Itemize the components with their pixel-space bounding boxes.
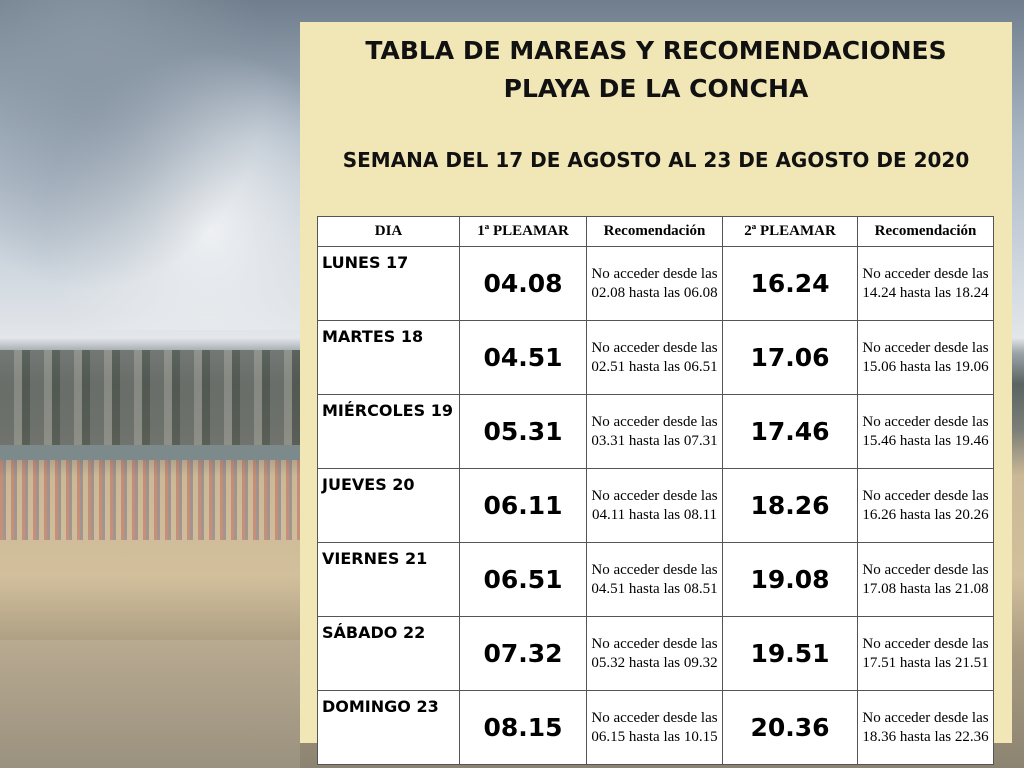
recommendation: No acceder desde las 06.15 hasta las 10.… [586,690,723,765]
column-header: 1ª PLEAMAR [459,216,587,247]
recommendation: No acceder desde las 16.26 hasta las 20.… [857,468,994,543]
recommendation: No acceder desde las 05.32 hasta las 09.… [586,616,723,691]
table-row: SÁBADO 22 07.32 No acceder desde las 05.32… [317,616,994,691]
column-header: DIA [317,216,460,247]
tide-table: DIA 1ª PLEAMAR Recomendación 2ª PLEAMAR Reco… [317,216,994,765]
tide-time: 20.36 [722,690,858,765]
column-header: Recomendación [857,216,994,247]
column-header: Recomendación [586,216,723,247]
recommendation: No acceder desde las 14.24 hasta las 18.… [857,246,994,321]
recommendation: No acceder desde las 04.51 hasta las 08.… [586,542,723,617]
promenade [0,445,300,460]
shore [0,640,300,768]
tide-time: 17.06 [722,320,858,395]
title: PLAYA DE LA CONCHA [503,74,809,103]
recommendation: No acceder desde las 02.08 hasta las 06.… [586,246,723,321]
tide-time: 19.08 [722,542,858,617]
table-row: MIÉRCOLES 19 05.31 No acceder desde las 03… [317,394,994,469]
table-row: JUEVES 20 06.11 No acceder desde las 04.11… [317,468,994,543]
subtitle: SEMANA DEL 17 DE AGOSTO AL 23 DE AGOSTO … [342,148,970,172]
day-cell: DOMINGO 23 [317,690,460,765]
table-row: DOMINGO 23 08.15 No acceder desde las 06.1… [317,690,994,765]
table-row: MARTES 18 04.51 No acceder desde las 02.51… [317,320,994,395]
tide-time: 04.08 [459,246,587,321]
tide-time: 06.11 [459,468,587,543]
recommendation: No acceder desde las 15.46 hasta las 19.… [857,394,994,469]
recommendation: No acceder desde las 03.31 hasta las 07.… [586,394,723,469]
tide-time: 04.51 [459,320,587,395]
tide-time: 07.32 [459,616,587,691]
recommendation: No acceder desde las 17.51 hasta las 21.… [857,616,994,691]
column-header: 2ª PLEAMAR [722,216,858,247]
clouds [0,0,300,330]
buildings [0,350,300,450]
day-cell: VIERNES 21 [317,542,460,617]
crowd [0,460,300,540]
recommendation: No acceder desde las 17.08 hasta las 21.… [857,542,994,617]
tide-time: 17.46 [722,394,858,469]
header-row: DIA 1ª PLEAMAR Recomendación 2ª PLEAMAR Reco… [317,216,994,247]
table-row: VIERNES 21 06.51 No acceder desde las 04.5… [317,542,994,617]
recommendation: No acceder desde las 04.11 hasta las 08.… [586,468,723,543]
tide-panel: TABLA DE MAREAS Y RECOMENDACIONES PLAYA … [300,22,1012,765]
tide-time: 08.15 [459,690,587,765]
table-row: LUNES 17 04.08 No acceder desde las 02.08 … [317,246,994,321]
recommendation: No acceder desde las 18.36 hasta las 22.… [857,690,994,765]
title: TABLA DE MAREAS Y RECOMENDACIONES [365,36,947,65]
day-cell: MARTES 18 [317,320,460,395]
day-cell: LUNES 17 [317,246,460,321]
tide-time: 19.51 [722,616,858,691]
recommendation: No acceder desde las 15.06 hasta las 19.… [857,320,994,395]
recommendation: No acceder desde las 02.51 hasta las 06.… [586,320,723,395]
tide-time: 06.51 [459,542,587,617]
day-cell: JUEVES 20 [317,468,460,543]
tide-time: 16.24 [722,246,858,321]
tide-time: 18.26 [722,468,858,543]
day-cell: SÁBADO 22 [317,616,460,691]
tide-time: 05.31 [459,394,587,469]
day-cell: MIÉRCOLES 19 [317,394,460,469]
